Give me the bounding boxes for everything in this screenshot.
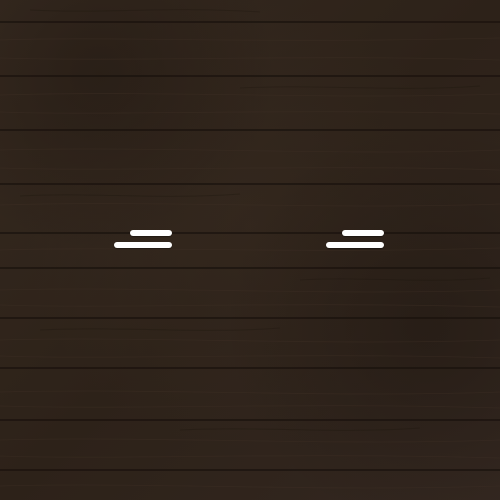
- plank-seams: [0, 21, 500, 471]
- left-eye-mark: [112, 228, 174, 248]
- left-eye-upper-bar: [130, 230, 172, 236]
- left-eye-lower-bar: [114, 242, 172, 248]
- right-eye-mark: [324, 228, 386, 248]
- wood-dark-streaks: [19, 9, 491, 431]
- right-eye-lower-bar: [326, 242, 384, 248]
- wood-grain: [0, 37, 500, 489]
- right-eye-upper-bar: [342, 230, 384, 236]
